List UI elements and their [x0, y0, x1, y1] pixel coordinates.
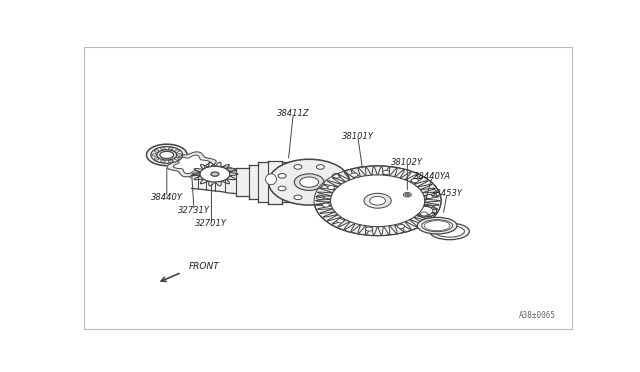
- Ellipse shape: [417, 206, 433, 215]
- Ellipse shape: [161, 147, 165, 150]
- Ellipse shape: [314, 166, 441, 235]
- Circle shape: [278, 174, 286, 178]
- Circle shape: [316, 195, 324, 200]
- Text: 38453Y: 38453Y: [431, 189, 463, 198]
- Text: 32731Y: 32731Y: [178, 206, 210, 215]
- Ellipse shape: [175, 150, 179, 153]
- Ellipse shape: [160, 151, 173, 158]
- Text: 38440YA: 38440YA: [413, 172, 451, 181]
- Ellipse shape: [168, 147, 173, 150]
- Bar: [302, 168, 309, 196]
- Circle shape: [278, 186, 286, 191]
- Ellipse shape: [413, 205, 436, 217]
- Ellipse shape: [154, 157, 159, 160]
- Circle shape: [365, 227, 372, 231]
- Ellipse shape: [168, 160, 173, 163]
- Text: 38440Y: 38440Y: [151, 193, 183, 202]
- Text: FRONT: FRONT: [189, 262, 220, 271]
- Ellipse shape: [300, 177, 319, 187]
- Ellipse shape: [364, 193, 391, 208]
- Bar: [249, 165, 257, 199]
- Ellipse shape: [417, 217, 457, 234]
- Ellipse shape: [266, 174, 276, 185]
- Circle shape: [412, 179, 419, 183]
- Text: 32701Y: 32701Y: [195, 219, 227, 228]
- Circle shape: [294, 195, 302, 200]
- Text: A38±0065: A38±0065: [519, 311, 556, 320]
- Ellipse shape: [161, 160, 165, 163]
- Ellipse shape: [294, 174, 324, 190]
- Circle shape: [403, 192, 412, 197]
- Circle shape: [397, 224, 404, 228]
- Polygon shape: [167, 152, 216, 177]
- Bar: [236, 169, 249, 196]
- Ellipse shape: [211, 172, 219, 176]
- Text: 38411Z: 38411Z: [277, 109, 310, 118]
- Circle shape: [383, 170, 390, 174]
- Circle shape: [332, 174, 340, 178]
- Ellipse shape: [152, 154, 157, 156]
- Ellipse shape: [175, 157, 179, 160]
- Ellipse shape: [200, 166, 230, 182]
- Circle shape: [316, 165, 324, 169]
- Circle shape: [328, 186, 335, 190]
- Circle shape: [405, 193, 410, 196]
- Ellipse shape: [269, 159, 350, 205]
- Bar: [282, 162, 293, 202]
- Ellipse shape: [188, 166, 243, 182]
- Ellipse shape: [429, 223, 469, 240]
- Circle shape: [337, 219, 344, 223]
- Polygon shape: [173, 155, 210, 174]
- Bar: [257, 162, 269, 202]
- Ellipse shape: [157, 150, 177, 160]
- Circle shape: [351, 173, 358, 177]
- Ellipse shape: [435, 226, 465, 237]
- Ellipse shape: [330, 175, 425, 227]
- Text: 38101Y: 38101Y: [342, 132, 374, 141]
- Ellipse shape: [147, 144, 187, 166]
- Circle shape: [426, 195, 433, 199]
- Ellipse shape: [177, 154, 182, 156]
- Text: 38102Y: 38102Y: [392, 158, 424, 167]
- Circle shape: [323, 203, 330, 207]
- Ellipse shape: [154, 150, 159, 153]
- Circle shape: [332, 186, 340, 191]
- Bar: [293, 165, 302, 199]
- Bar: [269, 161, 282, 203]
- Circle shape: [420, 212, 428, 216]
- Ellipse shape: [151, 147, 182, 163]
- Circle shape: [294, 165, 302, 169]
- Ellipse shape: [422, 219, 452, 232]
- Ellipse shape: [370, 196, 385, 205]
